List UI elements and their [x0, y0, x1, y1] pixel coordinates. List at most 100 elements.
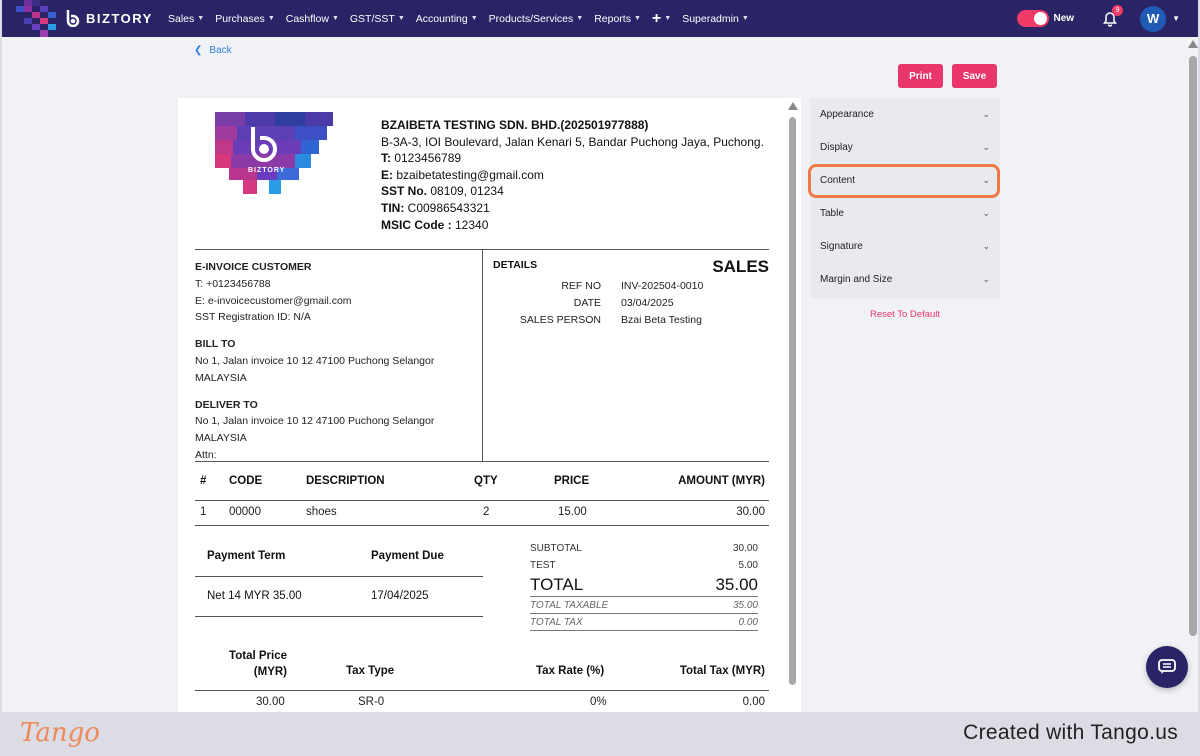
taxable-value: 35.00	[732, 600, 758, 611]
tax-header-total: Total Tax (MYR)	[679, 665, 765, 677]
divider	[195, 461, 769, 462]
company-address: B-3A-3, IOI Boulevard, Jalan Kenari 5, B…	[381, 134, 764, 149]
page-scroll-thumb[interactable]	[1189, 56, 1197, 636]
nav-superadmin-label: Superadmin	[682, 12, 739, 25]
company-tin: TIN: C00986543321	[381, 200, 764, 217]
chat-button[interactable]	[1146, 646, 1188, 688]
notification-count-badge: 9	[1112, 4, 1124, 16]
scroll-up-icon[interactable]	[788, 102, 798, 110]
nav-cashflow[interactable]: Cashflow ▼	[286, 13, 339, 25]
company-msic: MSIC Code : 12340	[381, 217, 764, 234]
item-desc: shoes	[306, 506, 337, 518]
tax-rate: 0%	[590, 696, 607, 708]
nav-sales-label: Sales	[168, 12, 195, 25]
brand[interactable]: BIZTORY	[64, 9, 153, 27]
deliver-to-country: MALAYSIA	[195, 432, 247, 445]
details-value: INV-202504-0010	[621, 280, 704, 292]
back-link[interactable]: ❮ Back	[194, 45, 232, 56]
nav-sales[interactable]: Sales ▼	[168, 13, 204, 25]
bill-to-address: No 1, Jalan invoice 10 12 47100 Puchong …	[195, 354, 435, 367]
nav-accounting-label: Accounting	[415, 12, 468, 25]
panel-item-signature[interactable]: Signature ⌄	[810, 230, 1000, 263]
payment-term: Net 14 MYR 35.00	[207, 590, 302, 602]
tango-footer: Tango Created with Tango.us	[0, 712, 1200, 756]
back-label: Back	[209, 45, 232, 56]
preview-scroll-thumb[interactable]	[789, 117, 796, 685]
company-sst: SST No. 08109, 01234	[381, 183, 764, 200]
chevron-down-icon: ▼	[267, 15, 275, 22]
company-tin-label: TIN:	[381, 200, 405, 215]
user-avatar[interactable]: W	[1140, 5, 1167, 32]
details-row: SALES PERSON Bzai Beta Testing	[493, 312, 703, 329]
company-info: BZAIBETA TESTING SDN. BHD.(202501977888)…	[381, 117, 764, 233]
nav-products-services-label: Products/Services	[488, 12, 574, 25]
panel-item-appearance[interactable]: Appearance ⌄	[810, 98, 1000, 131]
details-key: REF NO	[561, 280, 601, 292]
company-msic-value: 12340	[451, 217, 489, 232]
item-amount: 30.00	[736, 506, 765, 518]
item-num: 1	[200, 506, 207, 518]
nav-products-services[interactable]: Products/Services ▼	[489, 13, 584, 25]
item-code: 00000	[229, 506, 261, 518]
panel-item-label: Appearance	[820, 109, 874, 120]
items-header-qty: QTY	[474, 475, 498, 487]
panel-item-table[interactable]: Table ⌄	[810, 197, 1000, 230]
brand-pixel-pattern	[16, 0, 56, 37]
company-sst-value: 08109, 01234	[427, 184, 504, 199]
preview-scrollbar[interactable]	[788, 102, 798, 712]
company-msic-label: MSIC Code :	[381, 217, 452, 232]
print-button[interactable]: Print	[898, 64, 943, 88]
tax-type: SR-0	[358, 696, 385, 708]
customer-email: E: e-invoicecustomer@gmail.com	[195, 294, 352, 307]
company-phone-label: T:	[381, 151, 391, 166]
company-name: BZAIBETA TESTING SDN. BHD.(202501977888)	[381, 118, 649, 132]
company-email-label: E:	[381, 167, 393, 182]
details-value: 03/04/2025	[621, 296, 674, 309]
divider	[195, 525, 769, 526]
biztory-logo-icon	[66, 10, 80, 27]
customer-sst: SST Registration ID: N/A	[195, 311, 311, 324]
panel-item-label: Content	[820, 175, 856, 186]
scroll-up-icon[interactable]	[1188, 40, 1198, 48]
taxable-label: TOTAL TAXABLE	[530, 600, 609, 611]
notifications-button[interactable]: 9	[1102, 4, 1124, 27]
details-row: REF NO INV-202504-0010	[493, 278, 703, 295]
nav-superadmin[interactable]: Superadmin ▼	[682, 13, 749, 25]
brand-name: BIZTORY	[86, 10, 153, 26]
page-scrollbar[interactable]	[1188, 40, 1198, 712]
nav-purchases-label: Purchases	[215, 12, 265, 25]
total-tax-row: TOTAL TAX 0.00	[530, 614, 758, 631]
panel-item-display[interactable]: Display ⌄	[810, 131, 1000, 164]
panel-item-content[interactable]: Content ⌄	[810, 164, 1000, 197]
items-header-desc: DESCRIPTION	[306, 475, 385, 487]
chevron-down-icon: ⌄	[982, 208, 990, 218]
nav-create[interactable]: + ▼	[652, 10, 671, 27]
panel-item-label: Display	[820, 142, 853, 153]
panel-item-margin-size[interactable]: Margin and Size ⌄	[810, 263, 1000, 296]
details-list: REF NO INV-202504-0010 DATE 03/04/2025 SAL…	[493, 278, 703, 328]
company-phone-value: 0123456789	[391, 151, 462, 166]
new-ui-toggle[interactable]	[1016, 10, 1049, 27]
chevron-down-icon: ▼	[470, 15, 478, 22]
tax-header-price-line1: Total Price	[229, 650, 287, 662]
svg-text:BIZTORY: BIZTORY	[248, 167, 285, 174]
nav-gst-sst[interactable]: GST/SST ▼	[350, 13, 405, 25]
nav-reports[interactable]: Reports ▼	[594, 13, 641, 25]
test-row: TEST 5.00	[530, 560, 758, 575]
items-header-num: #	[200, 475, 207, 487]
reset-to-default-link[interactable]: Reset To Default	[869, 309, 941, 320]
item-qty: 2	[483, 506, 490, 518]
invoice-preview[interactable]: BIZTORY BZAIBETA TESTING SDN. BHD.(20250…	[178, 98, 801, 712]
nav-accounting[interactable]: Accounting ▼	[416, 13, 478, 25]
details-key: SALES PERSON	[519, 313, 601, 326]
chevron-down-icon[interactable]: ▼	[1172, 14, 1180, 23]
taxable-row: TOTAL TAXABLE 35.00	[530, 597, 758, 614]
company-logo: BIZTORY	[215, 112, 333, 194]
divider	[195, 690, 769, 691]
company-email-value: bzaibetatesting@gmail.com	[393, 167, 544, 182]
nav-gst-sst-label: GST/SST	[349, 12, 395, 25]
nav-cashflow-label: Cashflow	[285, 12, 329, 25]
nav-purchases[interactable]: Purchases ▼	[215, 13, 275, 25]
save-button[interactable]: Save	[952, 64, 997, 88]
chevron-left-icon: ❮	[194, 45, 203, 56]
